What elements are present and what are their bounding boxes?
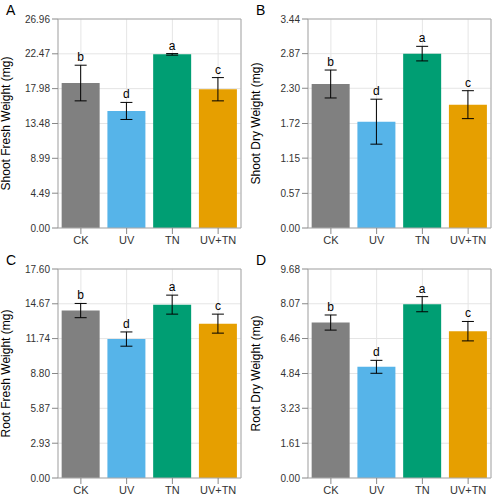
html-text:A: A — [6, 2, 16, 18]
svg-text:6.46: 6.46 — [281, 333, 301, 344]
svg-text:TN: TN — [165, 484, 180, 496]
svg-text:Root Fresh Weight (mg): Root Fresh Weight (mg) — [8, 310, 13, 438]
svg-text:TN: TN — [415, 234, 430, 246]
svg-text:11.74: 11.74 — [26, 333, 51, 344]
svg-text:3.23: 3.23 — [281, 403, 301, 414]
svg-text:Root Dry Weight (mg): Root Dry Weight (mg) — [250, 316, 263, 432]
svg-text:d: d — [123, 317, 130, 331]
svg-text:b: b — [77, 50, 84, 64]
svg-text:17.98: 17.98 — [25, 83, 50, 94]
svg-text:b: b — [327, 300, 334, 314]
svg-text:2.87: 2.87 — [281, 48, 301, 59]
svg-text:b: b — [77, 288, 84, 302]
svg-text:26.96: 26.96 — [25, 14, 50, 25]
svg-text:UV: UV — [369, 484, 385, 496]
svg-text:c: c — [215, 63, 221, 77]
svg-text:1.72: 1.72 — [281, 118, 301, 129]
svg-text:UV+TN: UV+TN — [200, 484, 236, 496]
svg-text:UV+TN: UV+TN — [200, 234, 236, 246]
svg-text:17.60: 17.60 — [25, 264, 50, 275]
svg-text:b: b — [327, 55, 334, 69]
svg-text:CK: CK — [73, 234, 89, 246]
svg-text:22.47: 22.47 — [25, 48, 50, 59]
svg-text:UV+TN: UV+TN — [450, 234, 486, 246]
svg-text:4.84: 4.84 — [281, 368, 301, 379]
html-text:B: B — [256, 2, 266, 18]
html-text:C: C — [6, 252, 17, 268]
svg-text:4.49: 4.49 — [31, 188, 51, 199]
svg-text:UV: UV — [119, 484, 135, 496]
svg-text:0.57: 0.57 — [281, 188, 301, 199]
svg-text:UV+TN: UV+TN — [450, 484, 486, 496]
svg-text:2.30: 2.30 — [281, 83, 301, 94]
svg-text:c: c — [215, 299, 221, 313]
svg-text:14.67: 14.67 — [25, 298, 50, 309]
svg-text:d: d — [123, 87, 130, 101]
svg-text:CK: CK — [323, 484, 339, 496]
svg-text:CK: CK — [73, 484, 89, 496]
svg-text:a: a — [169, 280, 176, 294]
svg-text:c: c — [465, 76, 471, 90]
svg-text:a: a — [419, 31, 426, 45]
svg-text:Shoot Dry Weight (mg): Shoot Dry Weight (mg) — [250, 63, 263, 185]
svg-text:a: a — [419, 282, 426, 296]
html-text:D: D — [256, 252, 267, 268]
svg-text:c: c — [465, 306, 471, 320]
svg-text:TN: TN — [165, 234, 180, 246]
svg-text:d: d — [373, 84, 380, 98]
svg-text:d: d — [373, 345, 380, 359]
svg-text:a: a — [169, 39, 176, 53]
svg-text:0.00: 0.00 — [31, 223, 51, 234]
svg-text:Shoot Fresh Weight (mg): Shoot Fresh Weight (mg) — [8, 57, 13, 191]
svg-text:1.15: 1.15 — [281, 153, 301, 164]
svg-text:0.00: 0.00 — [31, 473, 51, 484]
svg-text:3.44: 3.44 — [281, 14, 301, 25]
svg-text:2.93: 2.93 — [31, 438, 51, 449]
svg-text:8.07: 8.07 — [281, 298, 301, 309]
svg-text:1.61: 1.61 — [281, 438, 301, 449]
svg-text:5.87: 5.87 — [31, 403, 51, 414]
svg-text:8.80: 8.80 — [31, 368, 51, 379]
svg-text:0.00: 0.00 — [281, 223, 301, 234]
svg-text:13.48: 13.48 — [25, 118, 50, 129]
svg-text:TN: TN — [415, 484, 430, 496]
svg-text:0.00: 0.00 — [281, 473, 301, 484]
svg-text:UV: UV — [369, 234, 385, 246]
svg-text:9.68: 9.68 — [281, 264, 301, 275]
svg-text:UV: UV — [119, 234, 135, 246]
svg-text:CK: CK — [323, 234, 339, 246]
svg-text:8.99: 8.99 — [31, 153, 51, 164]
